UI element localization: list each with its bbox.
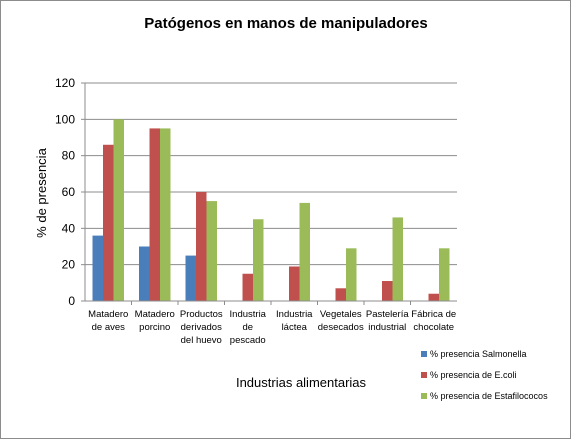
- bar: [289, 266, 300, 301]
- category-label-line: Industria: [230, 309, 267, 320]
- y-tick-label: 20: [62, 258, 76, 272]
- bar: [439, 248, 450, 301]
- bar: [346, 248, 357, 301]
- y-tick-label: 40: [62, 221, 76, 235]
- category-label-line: pescado: [230, 335, 266, 346]
- bar: [242, 273, 253, 301]
- category-label-line: Productos: [180, 309, 223, 320]
- category-label-line: derivados: [181, 322, 222, 333]
- bar: [196, 192, 207, 301]
- category-label: Fábrica de chocolate: [411, 309, 456, 333]
- bar: [103, 144, 114, 301]
- bar: [185, 255, 196, 301]
- category-labels: Matadero de aves Matadero porcino Productos d…: [88, 309, 456, 346]
- category-label-line: industrial: [368, 322, 406, 333]
- category-label-line: desecados: [318, 322, 364, 333]
- bar: [392, 217, 403, 301]
- category-label: Industria de pescado: [230, 309, 267, 346]
- bars: [92, 119, 450, 301]
- bar: [299, 202, 310, 301]
- category-label-line: Vegetales: [320, 309, 362, 320]
- category-label: Productos derivados del huevo: [180, 309, 223, 346]
- legend-swatch: [421, 351, 427, 357]
- bar: [335, 288, 346, 301]
- bar: [206, 201, 217, 301]
- category-label: Pastelería industrial: [366, 309, 409, 333]
- y-tick-label: 60: [62, 185, 76, 199]
- bar: [139, 246, 150, 301]
- category-label: Matadero de aves: [88, 309, 128, 333]
- bar: [113, 119, 124, 301]
- category-label-line: chocolate: [413, 322, 454, 333]
- legend-label: % presencia de E.coli: [430, 370, 517, 380]
- bar: [160, 128, 171, 301]
- y-axis-title: % de presencia: [34, 147, 49, 237]
- category-label-line: láctea: [282, 322, 308, 333]
- y-tick-label: 100: [55, 112, 75, 126]
- axes: [84, 83, 457, 305]
- category-label-line: Fábrica de: [411, 309, 456, 320]
- x-axis-title: Industrias alimentarias: [236, 375, 367, 390]
- bar: [428, 293, 439, 301]
- category-label-line: Industria: [276, 309, 313, 320]
- category-label-line: porcino: [139, 322, 170, 333]
- category-label-line: de aves: [92, 322, 126, 333]
- y-tick-label: 0: [68, 294, 75, 308]
- category-label: Matadero porcino: [135, 309, 175, 333]
- legend-swatch: [421, 372, 427, 378]
- bar: [149, 128, 160, 301]
- category-label-line: de: [242, 322, 253, 333]
- bar: [92, 235, 103, 301]
- legend-label: % presencia Salmonella: [430, 349, 527, 359]
- bar: [382, 281, 393, 301]
- category-label-line: del huevo: [181, 335, 222, 346]
- legend-label: % presencia de Estafilococos: [430, 391, 548, 401]
- category-label: Industria láctea: [276, 309, 313, 333]
- y-tick-labels: 0 20 40 60 80 100 120: [55, 76, 75, 308]
- y-tick-label: 80: [62, 149, 76, 163]
- bar: [253, 219, 264, 301]
- chart-title: Patógenos en manos de manipuladores: [144, 15, 427, 32]
- y-tick-label: 120: [55, 76, 75, 90]
- category-label-line: Matadero: [88, 309, 128, 320]
- category-label: Vegetales desecados: [318, 309, 364, 333]
- category-label-line: Pastelería: [366, 309, 409, 320]
- legend-swatch: [421, 393, 427, 399]
- legend: % presencia Salmonella % presencia de E.c…: [421, 349, 548, 401]
- category-label-line: Matadero: [135, 309, 175, 320]
